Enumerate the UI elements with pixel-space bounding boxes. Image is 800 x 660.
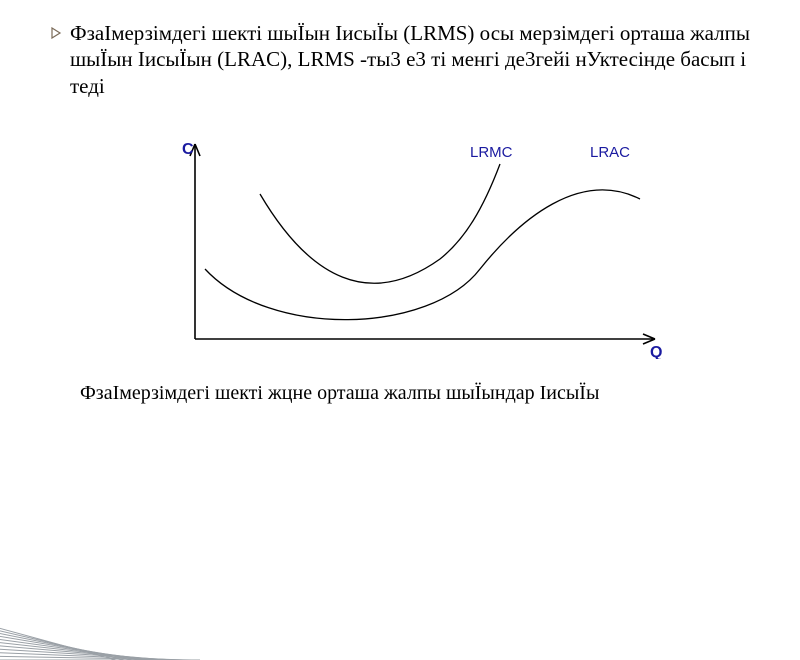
x-axis-label: Q [650,344,662,359]
main-text: ФзаІмерзімдегі шекті шыЇын ІисыЇы (LRMS)… [70,20,750,99]
lrmc-curve [260,164,500,283]
y-axis-label: C [182,141,194,158]
chart-caption: ФзаІмерзімдегі шекті жцне орташа жалпы ш… [80,382,750,405]
cost-curves-chart: C Q LRMC LRAC [110,109,750,364]
corner-decoration [0,500,200,660]
lrac-label: LRAC [590,144,630,161]
bullet-block: ФзаІмерзімдегі шекті шыЇын ІисыЇы (LRMS)… [50,20,750,99]
lrmc-label: LRMC [470,144,513,161]
slide: ФзаІмерзімдегі шекті шыЇын ІисыЇы (LRMS)… [0,0,800,405]
arrow-right-icon [50,26,62,44]
